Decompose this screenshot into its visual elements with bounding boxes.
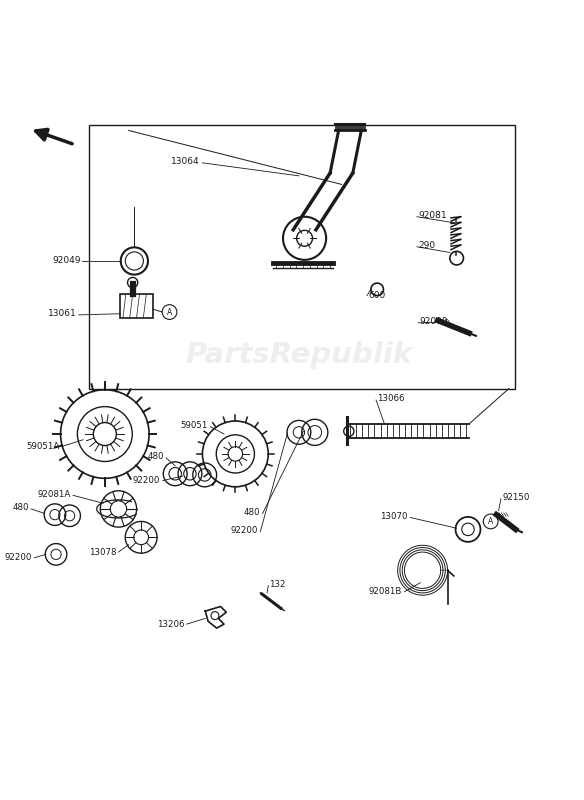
Text: 92081B: 92081B xyxy=(369,587,402,596)
Text: 59051A: 59051A xyxy=(26,442,60,451)
Text: A: A xyxy=(167,307,172,317)
Text: 13078: 13078 xyxy=(89,547,116,557)
Text: 92200: 92200 xyxy=(5,554,32,562)
Text: PartsRepublik: PartsRepublik xyxy=(185,341,412,369)
Text: 92049: 92049 xyxy=(52,257,81,266)
Text: 480: 480 xyxy=(147,452,164,462)
Text: 13064: 13064 xyxy=(171,157,200,166)
Text: 13206: 13206 xyxy=(157,620,185,629)
Text: 600: 600 xyxy=(368,291,385,300)
Text: 92081: 92081 xyxy=(418,211,447,220)
Text: 480: 480 xyxy=(244,508,260,517)
Text: 13070: 13070 xyxy=(380,512,408,521)
Bar xyxy=(89,125,515,389)
Text: 59051: 59051 xyxy=(180,421,208,430)
Text: 290: 290 xyxy=(418,241,435,250)
Text: A: A xyxy=(488,517,493,526)
Text: 92150: 92150 xyxy=(502,493,530,502)
Text: 92009: 92009 xyxy=(419,317,448,326)
Text: 92081A: 92081A xyxy=(37,490,71,498)
Text: 13066: 13066 xyxy=(377,394,405,403)
Text: 480: 480 xyxy=(13,503,29,512)
Text: 92200: 92200 xyxy=(231,526,258,535)
Bar xyxy=(120,294,153,318)
Text: 132: 132 xyxy=(269,580,286,589)
Text: 13061: 13061 xyxy=(48,310,77,318)
Text: 92200: 92200 xyxy=(133,476,160,485)
